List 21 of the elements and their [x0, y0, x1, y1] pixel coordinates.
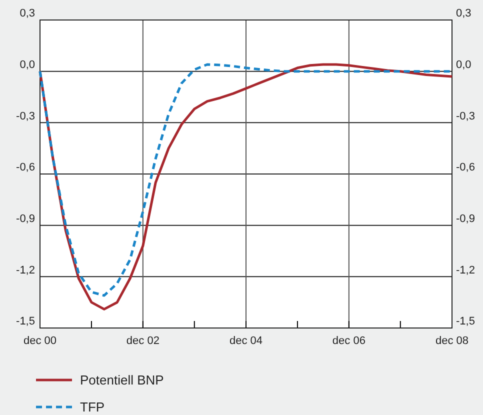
y2-tick-label: -1,2	[456, 264, 475, 276]
legend-label: TFP	[80, 400, 105, 415]
x-tick-label: dec 02	[126, 334, 160, 347]
y-tick-label: -0,6	[16, 162, 35, 174]
y2-tick-label: -1,5	[456, 316, 475, 328]
y2-tick-label: -0,9	[456, 213, 475, 226]
legend-label: Potentiell BNP	[80, 372, 164, 388]
y-tick-label: -0,9	[16, 213, 35, 226]
y-tick-label: 0,3	[20, 8, 35, 20]
y-tick-label: 0,0	[20, 59, 35, 72]
y2-tick-label: 0,3	[456, 8, 472, 20]
y-tick-label: -1,5	[16, 316, 35, 328]
x-tick-label: dec 06	[332, 334, 366, 347]
x-tick-label: dec 00	[23, 334, 57, 347]
y2-tick-label: 0,0	[456, 59, 472, 72]
y-tick-label: -1,2	[16, 264, 35, 276]
y2-tick-label: -0,3	[456, 110, 475, 122]
x-tick-label: dec 04	[229, 334, 263, 347]
x-tick-label: dec 08	[435, 334, 469, 347]
y-tick-label: -0,3	[16, 110, 35, 122]
y2-tick-label: -0,6	[456, 162, 475, 174]
